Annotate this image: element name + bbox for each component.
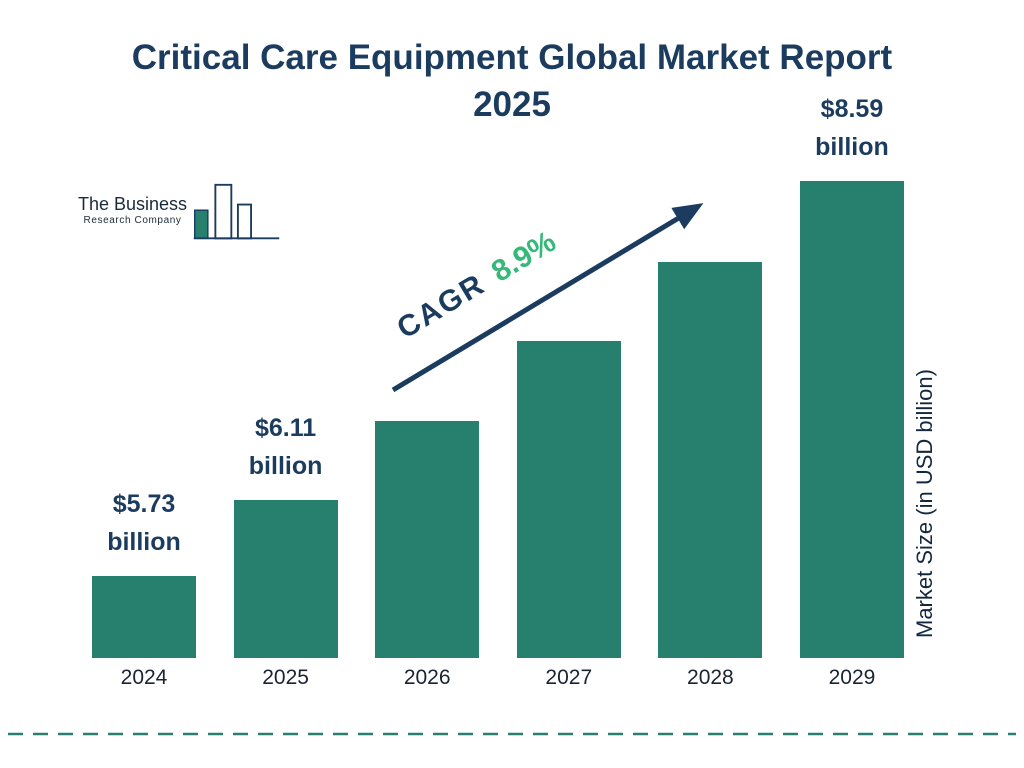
x-axis-label-2028: 2028 [687,666,734,689]
company-logo-text: The Business Research Company [78,194,188,226]
x-axis-label-2024: 2024 [120,666,168,689]
company-name: The Business [78,194,188,215]
bar-value-label-2029: $8.59 billion [815,94,889,162]
company-logo: The Business Research Company [78,182,284,244]
bar-2028 [658,262,763,658]
bar-2027 [516,341,621,658]
page-title: Critical Care Equipment Global Market Re… [131,38,893,125]
bar-2026 [375,421,480,658]
y-axis-label: Market Size (in USD billion) [912,369,937,639]
x-axis-label-2027: 2027 [545,666,593,689]
bar-column-2027 [516,341,621,658]
company-subname: Research Company [83,215,182,226]
x-axis-label-2029: 2029 [828,666,876,689]
bar-value-label-2024: $5.73 billion [107,489,181,557]
bar-chart: $5.73 billion $6.11 billion $8.59 billion [92,90,904,658]
bar-2029 [799,181,904,658]
bar-column-2024: $5.73 billion [92,485,196,658]
bar-column-2025: $6.11 billion [233,409,338,658]
bar-2024 [92,576,196,658]
bar-column-2028 [658,262,763,658]
bar-chart-logo-icon [193,183,280,240]
bar-2025 [233,500,338,658]
bar-column-2029: $8.59 billion [799,90,904,658]
x-axis-label-2025: 2025 [262,666,309,689]
bar-column-2026 [375,421,480,658]
x-axis-label-2026: 2026 [403,666,451,689]
bar-value-label-2025: $6.11 billion [248,413,323,481]
x-axis-labels: 2024 2025 2026 2027 2028 2029 [92,666,904,690]
